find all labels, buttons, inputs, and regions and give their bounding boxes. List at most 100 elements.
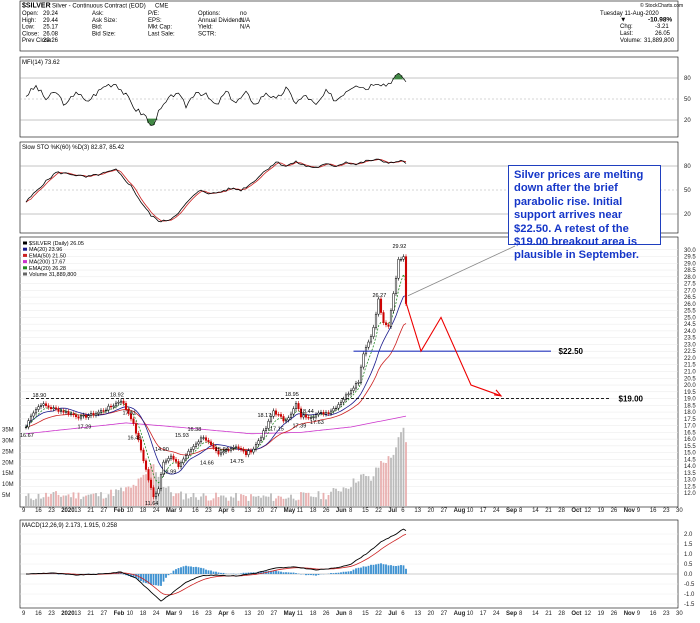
x-tick-label: 16: [650, 508, 657, 514]
candle-body: [29, 415, 33, 421]
x-tick-label: 10: [467, 508, 474, 514]
volume-bar: [117, 490, 120, 506]
volume-bar: [202, 493, 205, 506]
price-tick-label: 13.0: [684, 478, 696, 484]
candle-body: [382, 312, 385, 323]
price-tick-label: 24.5: [684, 322, 696, 328]
volume-bar: [105, 497, 107, 506]
volume-bar: [132, 484, 135, 506]
volume-bar: [142, 474, 145, 506]
x-axes: 9 16 23 2020 13 21 27 Feb 10 18 24 Mar 9 16 23 Apr 6 13 20…: [22, 508, 683, 617]
volume-bar: [255, 496, 257, 506]
x-tick-label: 24: [153, 508, 160, 514]
quote-label: Ask Size:: [92, 18, 117, 24]
candle-body: [24, 426, 28, 429]
price-tick-label: 13.5: [684, 471, 696, 477]
price-tick-label: 16.5: [684, 430, 696, 436]
legend-swatch: [23, 272, 27, 276]
macd-hist-bar: [307, 574, 310, 576]
candle-body: [189, 449, 193, 452]
macd-hist-bar: [182, 566, 185, 574]
volume-bar: [335, 488, 337, 506]
volume-bar: [82, 496, 85, 506]
candle-body: [282, 416, 285, 422]
candle-body: [177, 461, 180, 468]
x-tick-label: Mar: [166, 611, 177, 617]
price-panel: 30.029.529.028.528.027.527.026.526.025.5…: [2, 236, 696, 508]
candle-body: [32, 412, 35, 417]
macd-hist-bar: [160, 574, 162, 586]
candle-body: [149, 479, 153, 488]
candle-body: [244, 450, 248, 456]
volume-bar: [277, 495, 280, 506]
volume-bar: [377, 467, 380, 506]
x-tick-label: 24: [493, 611, 500, 617]
volume-bar: [100, 492, 102, 506]
x-tick-label: 27: [101, 611, 108, 617]
macd-hist-bar: [395, 566, 397, 574]
volume-bar: [300, 492, 302, 506]
macd-hist-bar: [375, 564, 377, 574]
candle-body: [217, 450, 220, 455]
candle-body: [127, 408, 130, 414]
volume-bar: [385, 462, 387, 506]
volume-bar: [262, 495, 265, 506]
quote-label: P/E:: [148, 11, 160, 17]
macd-hist-bar: [390, 565, 392, 574]
candle-body: [269, 416, 273, 422]
candle-body: [114, 402, 118, 407]
x-tick-label: 20: [428, 611, 435, 617]
volume-tick-label: 5M: [2, 493, 10, 499]
quote-date: Tuesday 11-Aug-2020: [600, 11, 659, 17]
volume-bar: [257, 495, 260, 506]
candle-body: [394, 277, 398, 294]
macd-hist-bar: [180, 567, 182, 574]
x-tick-label: 9: [637, 508, 641, 514]
x-tick-label: Jul: [388, 508, 397, 514]
candle-body: [384, 322, 388, 326]
candle-body: [52, 407, 55, 409]
candle-body: [129, 413, 133, 420]
price-tick-label: 18.5: [684, 403, 696, 409]
macd-hist-bar: [135, 574, 137, 578]
price-tick-label: 25.5: [684, 309, 696, 315]
candle-body: [312, 416, 315, 419]
candle-body: [109, 405, 113, 408]
candle-body: [227, 449, 230, 452]
candle-body: [157, 488, 160, 495]
x-tick-label: 18: [140, 508, 147, 514]
chg-value: -3.21: [655, 24, 669, 30]
quote-label: SCTR:: [198, 31, 216, 37]
candle-body: [34, 409, 38, 414]
macd-hist-bar: [290, 572, 292, 574]
candle-body: [169, 455, 173, 459]
price-tick-label: 21.5: [684, 363, 696, 369]
volume-bar: [307, 492, 310, 506]
quote-value: 25.17: [43, 25, 59, 31]
volume-bar: [345, 488, 347, 506]
macd-hist-bar: [305, 574, 307, 576]
macd-tick-label: 1.0: [684, 552, 693, 558]
candle-body: [142, 449, 145, 462]
macd-hist-bar: [152, 574, 155, 586]
macd-hist-bar: [332, 573, 335, 574]
volume-bar: [205, 495, 207, 506]
volume-bar: [90, 494, 92, 506]
macd-hist-bar: [277, 571, 280, 574]
legend-swatch: [23, 247, 27, 251]
volume-bar: [162, 487, 165, 506]
price-data-label: 16.67: [20, 433, 34, 439]
volume-bar: [292, 498, 295, 506]
macd-hist-bar: [245, 572, 247, 574]
volume-bar: [312, 496, 315, 506]
x-tick-label: 24: [153, 611, 160, 617]
candle-body: [172, 455, 175, 460]
breakout-label: $19.00: [619, 395, 644, 404]
volume-bar: [225, 497, 227, 506]
candle-body: [162, 461, 165, 475]
volume-bar: [72, 492, 75, 506]
price-data-label: 14.75: [230, 459, 244, 465]
candle-body: [347, 393, 350, 396]
volume-bar: [192, 492, 195, 506]
price-tick-label: 23.5: [684, 336, 696, 342]
